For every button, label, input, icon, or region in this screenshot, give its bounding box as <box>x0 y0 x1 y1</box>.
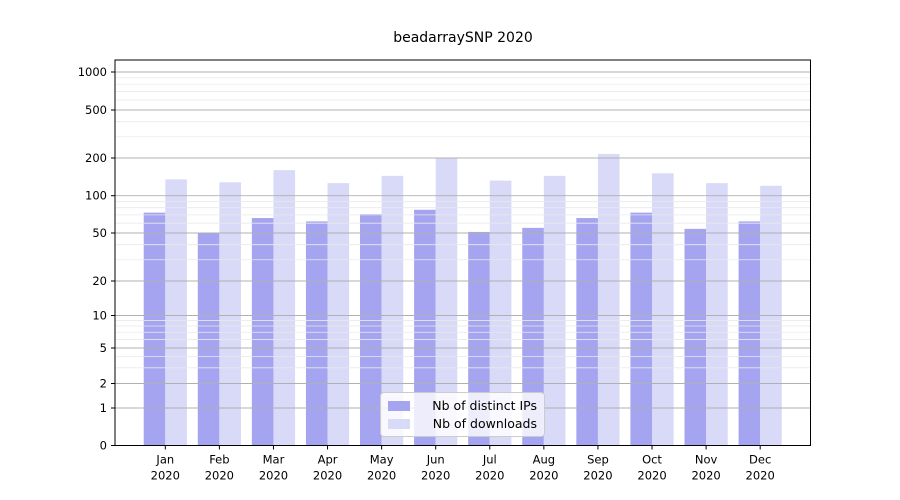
bar-distinct-ips <box>360 214 382 446</box>
plot-border <box>114 59 811 446</box>
bar-distinct-ips <box>576 218 598 446</box>
bar-distinct-ips <box>738 221 761 446</box>
x-tick-label-year: 2020 <box>529 469 558 483</box>
bar-distinct-ips <box>522 227 544 446</box>
x-tick-label-year: 2020 <box>151 469 180 483</box>
x-tick-label-month: Mar <box>263 453 285 467</box>
y-tick-label: 20 <box>92 274 107 288</box>
y-tick-label: 10 <box>92 309 107 323</box>
x-tick-label-month: Aug <box>533 453 555 467</box>
x-tick-label-month: Nov <box>695 453 718 467</box>
bar-downloads <box>219 182 241 446</box>
x-tick-label-year: 2020 <box>583 469 612 483</box>
bar-downloads <box>597 153 620 446</box>
y-tick-label: 1000 <box>78 65 107 79</box>
bar-distinct-ips <box>684 228 707 446</box>
bar-downloads <box>489 180 512 446</box>
x-tick-label-month: Jan <box>155 453 174 467</box>
legend-label-distinct-ips: Nb of distinct IPs <box>432 398 537 413</box>
x-tick-label-month: Oct <box>642 453 662 467</box>
y-tick-label: 100 <box>85 189 107 203</box>
legend-swatch-distinct-ips <box>388 400 410 411</box>
legend-item-distinct-ips: Nb of distinct IPs <box>388 398 537 413</box>
bar-distinct-ips <box>251 218 274 446</box>
y-tick-label: 1 <box>100 401 107 415</box>
bar-downloads <box>435 158 458 446</box>
bar-distinct-ips <box>305 221 328 446</box>
y-tick-label: 5 <box>100 341 107 355</box>
bar-downloads <box>165 179 187 446</box>
x-tick-label-month: Sep <box>587 453 609 467</box>
x-tick-label-year: 2020 <box>475 469 504 483</box>
bar-downloads <box>381 175 404 446</box>
x-tick-label-year: 2020 <box>367 469 396 483</box>
legend-label-downloads: Nb of downloads <box>432 416 537 431</box>
x-tick-label-year: 2020 <box>205 469 234 483</box>
y-tick-label: 0 <box>100 439 107 453</box>
x-tick-label-month: Jun <box>426 453 445 467</box>
bar-downloads <box>273 170 296 446</box>
x-tick-label-month: Dec <box>749 453 771 467</box>
x-tick-label-month: Feb <box>209 453 229 467</box>
legend: Nb of distinct IPs Nb of downloads <box>380 392 545 437</box>
y-tick-label: 500 <box>85 103 107 117</box>
x-tick-label-year: 2020 <box>691 469 720 483</box>
x-tick-label-year: 2020 <box>746 469 775 483</box>
x-tick-label-month: Jul <box>482 453 497 467</box>
y-tick-label: 50 <box>92 226 107 240</box>
legend-swatch-downloads <box>388 418 410 429</box>
bar-downloads <box>652 173 674 446</box>
y-tick-label: 2 <box>100 377 107 391</box>
chart-title: beadarraySNP 2020 <box>393 30 533 46</box>
x-tick-label-month: Apr <box>318 453 338 467</box>
bar-downloads <box>327 183 350 446</box>
x-tick-label-year: 2020 <box>637 469 666 483</box>
x-tick-label-year: 2020 <box>421 469 450 483</box>
x-tick-label-year: 2020 <box>313 469 342 483</box>
bar-distinct-ips <box>630 212 653 446</box>
y-tick-label: 200 <box>85 151 107 165</box>
bar-distinct-ips <box>414 209 436 446</box>
x-tick-label-year: 2020 <box>259 469 288 483</box>
x-tick-label-month: May <box>370 453 394 467</box>
bar-downloads <box>543 175 566 446</box>
bar-downloads <box>706 183 728 446</box>
legend-item-downloads: Nb of downloads <box>388 416 537 431</box>
bar-distinct-ips <box>143 212 166 446</box>
